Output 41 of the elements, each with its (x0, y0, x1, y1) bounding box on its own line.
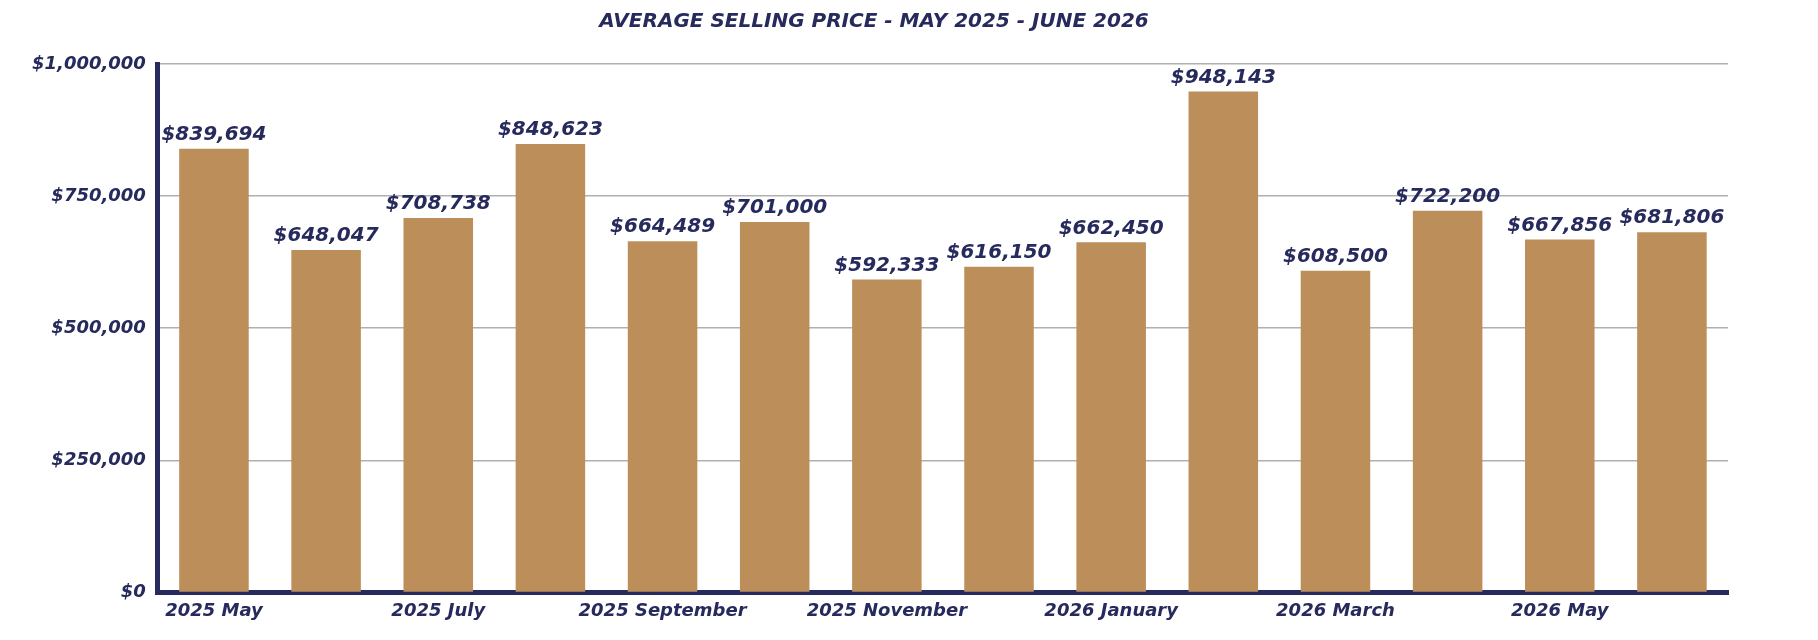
data-label: $701,000 (722, 194, 828, 219)
bar (1188, 91, 1259, 592)
bar (403, 217, 474, 592)
y-tick-label: $500,000 (51, 315, 146, 337)
data-label: $648,047 (273, 222, 379, 247)
y-tick-label: $750,000 (51, 183, 146, 205)
x-tick-label: 2025 November (806, 598, 969, 620)
data-label: $948,143 (1170, 63, 1276, 88)
bar (1300, 270, 1371, 592)
bar (179, 148, 249, 592)
data-label: $848,623 (497, 116, 603, 141)
x-tick-label: 2025 September (578, 598, 748, 620)
x-tick-label: 2025 July (391, 598, 487, 620)
chart-title: AVERAGE SELLING PRICE - MAY 2025 - JUNE 2026 (597, 8, 1149, 33)
bar (1412, 210, 1483, 592)
bar (291, 249, 361, 592)
x-tick-label: 2026 March (1276, 598, 1395, 620)
x-tick-label: 2025 May (165, 598, 265, 620)
x-tick-label: 2026 January (1044, 598, 1180, 620)
y-tick-label: $250,000 (51, 447, 146, 469)
data-label: $608,500 (1282, 243, 1389, 268)
bar (964, 266, 1034, 592)
data-label: $681,806 (1619, 204, 1725, 229)
data-label: $708,738 (385, 190, 491, 215)
data-label: $662,450 (1058, 214, 1164, 239)
bar (852, 279, 922, 592)
data-label: $664,489 (610, 213, 716, 238)
data-label: $722,200 (1395, 182, 1501, 207)
y-tick-label: $0 (120, 580, 146, 602)
bar (627, 241, 698, 592)
bar (739, 221, 810, 592)
data-label: $616,150 (946, 239, 1052, 264)
bar (1525, 239, 1595, 592)
data-label: $592,333 (834, 251, 940, 276)
x-tick-label: 2026 May (1510, 598, 1610, 620)
y-tick-label: $1,000,000 (32, 51, 146, 73)
bar (1076, 242, 1146, 592)
data-label: $667,856 (1507, 211, 1613, 236)
data-label: $839,694 (161, 120, 267, 145)
bar (1637, 232, 1707, 592)
bar (515, 143, 586, 592)
